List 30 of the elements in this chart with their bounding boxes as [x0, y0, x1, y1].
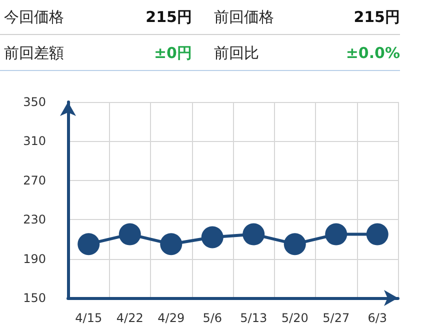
- text: ±0.0%: [346, 44, 400, 62]
- point: [78, 233, 100, 256]
- y-tick-label: 310: [23, 134, 46, 148]
- point: [284, 233, 306, 256]
- y-tick-label: 150: [23, 291, 46, 305]
- point: [366, 223, 388, 246]
- point: [201, 226, 224, 248]
- y-tick-label: 190: [23, 252, 46, 266]
- text: ±0円: [154, 44, 192, 62]
- x-tick-label: 4/22: [116, 311, 144, 325]
- x-tick-label: 6/3: [368, 311, 388, 325]
- text: 前回価格: [214, 8, 274, 26]
- x-tick-label: 5/27: [322, 311, 350, 325]
- y-tick-label: 230: [23, 212, 46, 227]
- point: [118, 223, 141, 246]
- x-tick-label: 4/15: [75, 311, 102, 325]
- text: 前回差額: [4, 44, 64, 62]
- x-tick-label: 4/29: [158, 311, 185, 325]
- point: [160, 233, 182, 256]
- x-tick-label: 5/13: [240, 311, 268, 325]
- text: 前回比: [214, 44, 259, 62]
- point: [242, 223, 265, 246]
- x-tick-label: 5/6: [202, 311, 222, 325]
- x-tick-label: 5/20: [281, 311, 308, 325]
- point: [325, 223, 348, 246]
- text: 今回価格: [4, 8, 64, 26]
- text: 215円: [146, 8, 192, 26]
- y-tick-label: 270: [23, 173, 46, 188]
- y-tick-label: 350: [23, 95, 46, 109]
- text: 215円: [354, 8, 400, 26]
